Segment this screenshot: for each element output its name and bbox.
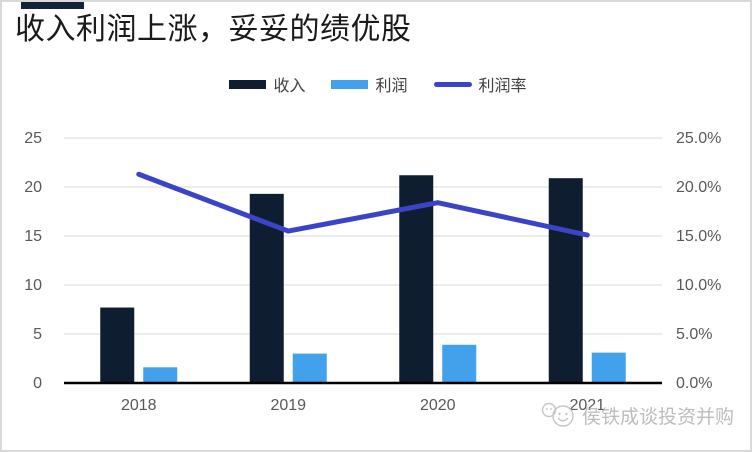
right-axis-label-0.0%: 0.0% [676,375,712,392]
bar-profit-2020 [442,344,477,383]
x-axis-label-2020: 2020 [420,397,456,414]
chart-legend: 收入 利润 利润率 [2,72,750,96]
right-axis-label-20.0%: 20.0% [676,179,721,196]
profit-swatch-icon [331,79,369,89]
chart-canvas: 0 5 10 15 20 25 0.0% 5.0% 10.0% 15.0% 20.0% 25.0% 20… [24,130,721,414]
right-axis-label-10.0%: 10.0% [676,277,721,294]
bar-revenue-2021 [548,178,583,383]
x-axis-label-2021: 2021 [569,397,605,414]
margin-line-swatch-icon [433,81,472,87]
right-axis-label-25.0%: 25.0% [676,130,721,147]
legend-label-margin: 利润率 [478,78,527,95]
legend-item-margin: 利润率 [433,72,527,96]
x-axis-label-2019: 2019 [270,397,306,414]
bar-revenue-2018 [100,307,135,383]
watermark-text: 侯铁成谈投资并购 [582,406,735,428]
legend-label-profit: 利润 [375,78,408,95]
page-title: 收入利润上涨，妥妥的绩优股 [15,13,412,46]
x-axis-label-2018: 2018 [121,397,157,414]
bar-profit-2018 [143,367,178,383]
legend-item-revenue: 收入 [229,72,305,96]
left-axis-label-5: 5 [33,326,42,343]
bar-profit-2021 [591,352,626,383]
watermark: 侯铁成谈投资并购 [540,401,734,429]
legend-label-revenue: 收入 [273,78,306,95]
left-axis-label-0: 0 [33,375,42,392]
margin-rate-line [136,171,590,238]
left-axis-label-25: 25 [24,130,42,147]
legend-item-profit: 利润 [331,72,408,96]
title-accent-bar [21,2,84,9]
left-axis-label-20: 20 [24,179,42,196]
revenue-swatch-icon [229,79,267,89]
left-axis-label-10: 10 [24,277,42,294]
chat-faces-icon [541,402,574,427]
left-axis-label-15: 15 [24,228,42,245]
bar-profit-2019 [292,353,327,383]
right-axis-label-5.0%: 5.0% [676,326,712,343]
right-axis-label-15.0%: 15.0% [676,228,721,245]
